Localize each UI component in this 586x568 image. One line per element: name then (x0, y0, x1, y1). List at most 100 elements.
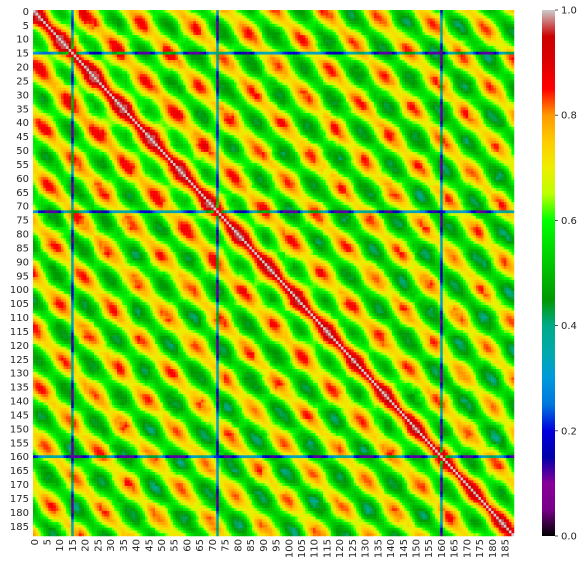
heatmap-cell (359, 43, 362, 46)
heatmap-cell (377, 57, 380, 60)
heatmap-cell (364, 10, 367, 13)
heatmap-cell (476, 29, 479, 32)
heatmap-cell (224, 27, 227, 30)
heatmap-cell (181, 24, 184, 27)
heatmap-cell (351, 10, 354, 13)
heatmap-cell (466, 43, 469, 46)
heatmap-cell (496, 27, 499, 30)
heatmap-cell (145, 24, 148, 27)
heatmap-cell (473, 55, 476, 58)
heatmap-cell (397, 16, 400, 19)
heatmap-cell (422, 10, 425, 13)
heatmap-cell (354, 16, 357, 19)
heatmap-cell (468, 21, 471, 24)
heatmap-cell (112, 29, 115, 32)
heatmap-cell (491, 21, 494, 24)
heatmap-cell (234, 60, 237, 63)
heatmap-cell (356, 52, 359, 55)
heatmap-cell (168, 21, 171, 24)
heatmap-cell (84, 49, 87, 52)
heatmap-cell (122, 24, 125, 27)
heatmap-cell (107, 49, 110, 52)
heatmap-cell (221, 24, 224, 27)
heatmap-cell (377, 13, 380, 16)
heatmap-cell (448, 35, 451, 38)
heatmap-cell (142, 10, 145, 13)
heatmap-cell (130, 10, 133, 13)
heatmap-cell (420, 24, 423, 27)
heatmap-cell (438, 27, 441, 30)
heatmap-cell (158, 38, 161, 41)
heatmap-cell (234, 10, 237, 13)
heatmap-cell (188, 10, 191, 13)
heatmap-cell (120, 35, 123, 38)
heatmap-cell (354, 27, 357, 30)
heatmap-cell (114, 18, 117, 21)
heatmap-cell (453, 49, 456, 52)
heatmap-cell (163, 18, 166, 21)
heatmap-cell (237, 29, 240, 32)
heatmap-cell (206, 43, 209, 46)
heatmap-cell (158, 18, 161, 21)
heatmap-cell (153, 29, 156, 32)
heatmap-cell (359, 32, 362, 35)
heatmap-cell (351, 52, 354, 55)
heatmap-cell (150, 46, 153, 49)
heatmap-cell (389, 43, 392, 46)
heatmap-cell (468, 43, 471, 46)
heatmap-cell (79, 10, 82, 13)
heatmap-cell (265, 10, 268, 13)
heatmap-cell (125, 63, 128, 66)
heatmap-cell (183, 52, 186, 55)
heatmap-cell (74, 38, 77, 41)
heatmap-cell (178, 13, 181, 16)
heatmap-cell (69, 32, 72, 35)
heatmap-cell (53, 41, 56, 44)
heatmap-cell (496, 46, 499, 49)
heatmap-cell (313, 55, 316, 58)
heatmap-cell (165, 63, 168, 66)
heatmap-cell (407, 16, 410, 19)
heatmap-cell (501, 24, 504, 27)
heatmap-cell (201, 41, 204, 44)
heatmap-cell (417, 24, 420, 27)
heatmap-cell (188, 63, 191, 66)
heatmap-cell (321, 16, 324, 19)
heatmap-cell (410, 27, 413, 30)
heatmap-cell (183, 21, 186, 24)
heatmap-cell (443, 35, 446, 38)
heatmap-cell (148, 13, 151, 16)
heatmap-cell (328, 38, 331, 41)
heatmap-cell (471, 38, 474, 41)
heatmap-cell (252, 27, 255, 30)
heatmap-cell (155, 43, 158, 46)
heatmap-cell (331, 32, 334, 35)
heatmap-cell (107, 63, 110, 66)
heatmap-cell (252, 18, 255, 21)
heatmap-cell (204, 46, 207, 49)
heatmap-cell (193, 41, 196, 44)
heatmap-cell (109, 63, 112, 66)
heatmap-cell (298, 10, 301, 13)
heatmap-cell (489, 46, 492, 49)
heatmap-cell (262, 52, 265, 55)
heatmap-cell (351, 41, 354, 44)
heatmap-cell (163, 21, 166, 24)
heatmap-cell (420, 21, 423, 24)
heatmap-cell (501, 49, 504, 52)
heatmap-cell (71, 24, 74, 27)
heatmap-cell (198, 27, 201, 30)
heatmap-cell (252, 52, 255, 55)
heatmap-cell (321, 21, 324, 24)
heatmap-cell (343, 43, 346, 46)
heatmap-cell (343, 41, 346, 44)
heatmap-cell (458, 27, 461, 30)
heatmap-cell (219, 41, 222, 44)
heatmap-cell (247, 24, 250, 27)
heatmap-cell (298, 16, 301, 19)
heatmap-cell (315, 43, 318, 46)
heatmap-cell (153, 35, 156, 38)
heatmap-cell (387, 35, 390, 38)
heatmap-cell (178, 63, 181, 66)
heatmap-cell (43, 10, 46, 13)
